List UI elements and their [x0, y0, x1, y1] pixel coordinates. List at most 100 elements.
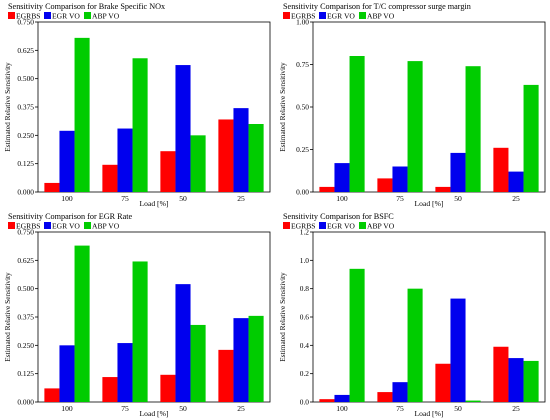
y-tick-label: 0.750 — [17, 18, 34, 27]
bar-abp-vo-100 — [74, 245, 90, 402]
legend-swatch — [319, 222, 326, 229]
x-tick-label: 75 — [396, 404, 404, 413]
x-tick-label: 100 — [336, 404, 348, 413]
legend-label: ABP VO — [367, 222, 395, 231]
bar-egr-vo-100 — [334, 394, 350, 402]
bar-egrbs-25 — [493, 147, 509, 192]
x-axis-label: Load [%] — [415, 199, 444, 208]
bar-abp-vo-100 — [349, 268, 365, 402]
legend-label: ABP VO — [367, 12, 395, 21]
x-tick-label: 25 — [512, 404, 520, 413]
legend-swatch — [359, 12, 366, 19]
bar-abp-vo-25 — [523, 84, 539, 192]
bar-abp-vo-100 — [74, 37, 90, 192]
legend-label: EGRBS — [16, 222, 40, 231]
x-tick-label: 50 — [179, 194, 187, 203]
bar-egrbs-75 — [377, 392, 393, 402]
y-tick-label: 0.125 — [17, 159, 34, 168]
legend-swatch — [44, 12, 51, 19]
x-tick-label: 75 — [396, 194, 404, 203]
legend-label: EGR VO — [327, 12, 355, 21]
chart-egr-rate: Sensitivity Comparison for EGR RateEGRBS… — [3, 212, 271, 418]
bar-egrbs-25 — [493, 346, 509, 402]
bar-egrbs-100 — [319, 186, 335, 192]
bar-egrbs-50 — [160, 374, 176, 402]
bar-egrbs-100 — [319, 399, 335, 402]
bar-abp-vo-50 — [465, 400, 481, 402]
y-tick-label: 0.0 — [300, 398, 310, 407]
y-tick-label: 0.125 — [17, 369, 34, 378]
y-tick-label: 0.250 — [17, 341, 34, 350]
x-tick-label: 25 — [237, 404, 245, 413]
bar-egr-vo-100 — [59, 345, 75, 402]
legend-swatch — [359, 222, 366, 229]
legend-label: EGR VO — [327, 222, 355, 231]
bar-egrbs-75 — [377, 178, 393, 192]
bar-egr-vo-50 — [450, 298, 466, 402]
y-tick-label: 1.00 — [296, 18, 309, 27]
bar-abp-vo-50 — [465, 66, 481, 192]
x-axis-label: Load [%] — [140, 199, 169, 208]
bar-egrbs-50 — [435, 186, 451, 192]
bar-abp-vo-75 — [132, 261, 148, 402]
y-tick-label: 0.000 — [17, 398, 34, 407]
bar-egrbs-50 — [435, 363, 451, 402]
bar-abp-vo-50 — [190, 324, 206, 402]
bar-egr-vo-25 — [508, 358, 524, 402]
legend-swatch — [8, 222, 15, 229]
y-tick-label: 0.375 — [17, 313, 34, 322]
y-tick-label: 0.250 — [17, 131, 34, 140]
legend-swatch — [84, 12, 91, 19]
y-tick-label: 0.375 — [17, 103, 34, 112]
x-tick-label: 75 — [121, 194, 129, 203]
chart-panel-bsfc: Sensitivity Comparison for BSFC EGRBS EGR … — [275, 210, 550, 420]
x-tick-label: 100 — [336, 194, 348, 203]
y-tick-label: 0.4 — [300, 341, 310, 350]
x-axis-label: Load [%] — [415, 409, 444, 418]
chart-bsnox: Sensitivity Comparison for Brake Specifi… — [3, 2, 271, 208]
y-tick-label: 1.0 — [300, 256, 310, 265]
x-tick-label: 25 — [512, 194, 520, 203]
x-tick-label: 50 — [179, 404, 187, 413]
chart-panel-surge-margin: Sensitivity Comparison for T/C compresso… — [275, 0, 550, 210]
bar-egr-vo-100 — [59, 130, 75, 192]
x-tick-label: 100 — [61, 194, 73, 203]
legend-label: EGR VO — [52, 12, 80, 21]
bar-egr-vo-50 — [175, 65, 191, 192]
legend-swatch — [319, 12, 326, 19]
bar-egrbs-100 — [44, 182, 60, 192]
y-tick-label: 0.25 — [296, 145, 309, 154]
legend-label: ABP VO — [92, 222, 120, 231]
bar-abp-vo-100 — [349, 56, 365, 192]
bar-abp-vo-75 — [407, 288, 423, 402]
y-tick-label: 1.2 — [300, 228, 310, 237]
bar-egr-vo-50 — [450, 152, 466, 192]
bar-egr-vo-75 — [117, 343, 133, 402]
x-tick-label: 100 — [61, 404, 73, 413]
legend-label: EGR VO — [52, 222, 80, 231]
bar-abp-vo-75 — [407, 61, 423, 192]
y-tick-label: 0.000 — [17, 188, 34, 197]
legend-label: EGRBS — [291, 222, 315, 231]
bar-egr-vo-25 — [233, 318, 249, 402]
chart-surge-margin: Sensitivity Comparison for T/C compresso… — [278, 2, 546, 208]
bar-egrbs-25 — [218, 119, 234, 192]
bar-abp-vo-25 — [523, 360, 539, 402]
x-tick-label: 25 — [237, 194, 245, 203]
legend-swatch — [283, 222, 290, 229]
bar-egr-vo-25 — [508, 171, 524, 192]
legend-swatch — [84, 222, 91, 229]
bar-egrbs-100 — [44, 388, 60, 402]
chart-title: Sensitivity Comparison for T/C compresso… — [283, 2, 471, 11]
bar-egrbs-75 — [102, 164, 118, 192]
y-tick-label: 0.8 — [300, 284, 310, 293]
y-tick-label: 0.75 — [296, 60, 309, 69]
chart-title: Sensitivity Comparison for Brake Specifi… — [8, 2, 165, 11]
y-tick-label: 0.50 — [296, 103, 309, 112]
y-axis-label: Estimated Relative Sensitivity — [3, 272, 12, 362]
legend-swatch — [283, 12, 290, 19]
bar-abp-vo-25 — [248, 315, 264, 402]
y-tick-label: 0.00 — [296, 188, 309, 197]
bar-egr-vo-75 — [117, 128, 133, 192]
